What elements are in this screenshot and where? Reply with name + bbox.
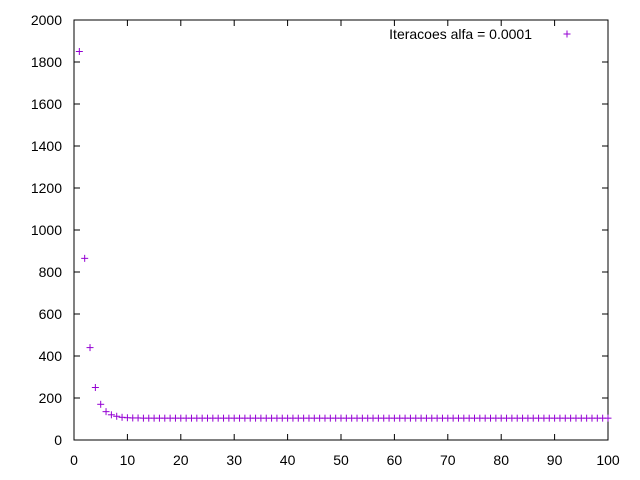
x-tick-label: 90	[547, 452, 563, 468]
y-tick-label: 1200	[31, 180, 62, 196]
x-tick-label: 100	[596, 452, 620, 468]
y-tick-label: 600	[39, 306, 63, 322]
data-points	[75, 48, 612, 422]
x-tick-label: 60	[387, 452, 403, 468]
data-point	[75, 48, 83, 55]
x-tick-label: 80	[493, 452, 509, 468]
legend-label: Iteracoes alfa = 0.0001	[389, 26, 532, 42]
x-tick-label: 70	[440, 452, 456, 468]
legend: Iteracoes alfa = 0.0001	[389, 26, 571, 42]
x-tick-label: 20	[173, 452, 189, 468]
legend-marker-plus	[563, 30, 571, 38]
y-tick-label: 800	[39, 264, 63, 280]
data-point	[81, 254, 89, 262]
data-point	[102, 408, 110, 416]
data-point	[107, 411, 115, 419]
y-axis: 0 200 400 600 800 1000 1200 1400 1600 1800 2000	[31, 12, 608, 448]
y-tick-label: 1600	[31, 96, 62, 112]
y-tick-label: 1000	[31, 222, 62, 238]
data-point	[97, 400, 105, 408]
data-point	[91, 384, 99, 391]
x-tick-label: 10	[120, 452, 136, 468]
y-tick-label: 400	[39, 348, 63, 364]
x-tick-label: 50	[333, 452, 349, 468]
data-point	[86, 344, 94, 352]
y-tick-label: 2000	[31, 12, 62, 28]
y-tick-label: 1800	[31, 54, 62, 70]
legend-marker	[563, 30, 571, 38]
plot-frame	[73, 19, 609, 441]
data-point	[604, 414, 612, 422]
x-tick-label: 0	[70, 452, 78, 468]
data-point	[113, 412, 121, 420]
x-tick-label: 30	[226, 452, 242, 468]
y-tick-label: 1400	[31, 138, 62, 154]
y-tick-label: 0	[54, 432, 62, 448]
x-axis: 0 10 20 30 40 50 60 70 80 90 100	[70, 20, 620, 468]
x-tick-label: 40	[280, 452, 296, 468]
y-tick-label: 200	[39, 390, 63, 406]
